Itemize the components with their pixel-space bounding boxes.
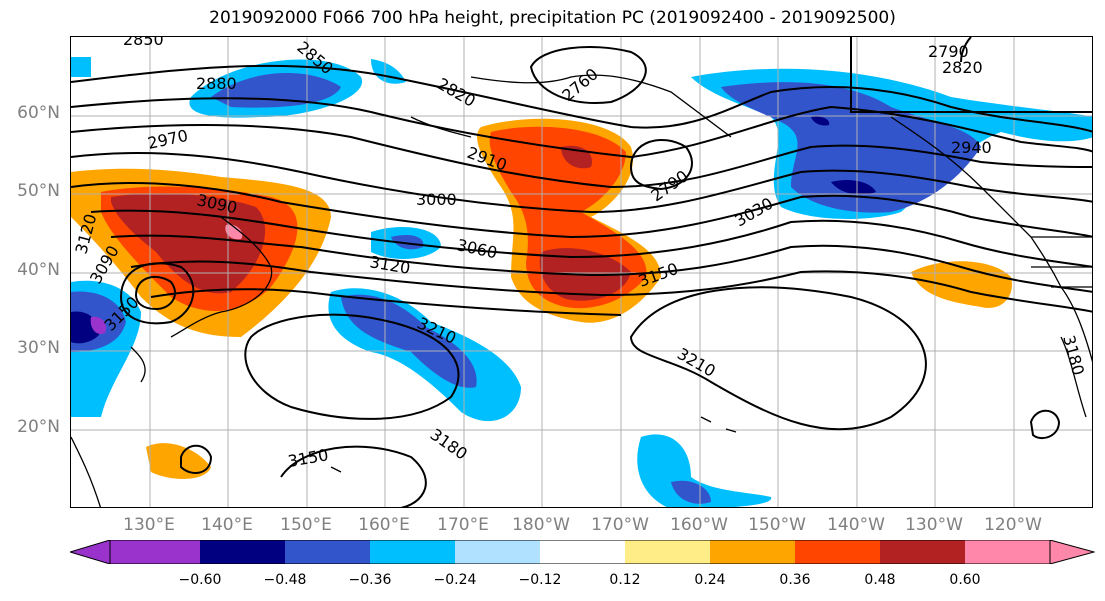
lon-label: 130°E (123, 515, 175, 535)
contour-label: 2790 (928, 42, 969, 61)
colorbar-tick-label: 0.36 (779, 572, 811, 588)
contour-label: 2940 (951, 138, 992, 157)
colorbar-segment (455, 540, 540, 564)
colorbar-segment (965, 540, 1050, 564)
lon-label: 160°W (670, 515, 728, 535)
contour-label: 2880 (196, 74, 237, 93)
colorbar-tick-label: −0.12 (518, 572, 562, 588)
colorbar-tick-label: −0.24 (433, 572, 477, 588)
contour-label: 2820 (942, 58, 983, 77)
colorbar-segment (200, 540, 285, 564)
colorbar-segment (110, 540, 200, 564)
contour-label: 2850 (123, 37, 164, 49)
colorbar-segment (795, 540, 880, 564)
lat-label: 20°N (17, 417, 60, 437)
map-title: 2019092000 F066 700 hPa height, precipit… (209, 8, 896, 28)
colorbar-tick-label: 0.48 (864, 572, 896, 588)
lat-label: 30°N (17, 338, 60, 358)
colorbar-tick-label: 0.12 (609, 572, 641, 588)
colorbar-segment (285, 540, 370, 564)
colorbar-tick-label: −0.60 (178, 572, 222, 588)
lon-label: 150°W (748, 515, 806, 535)
contour-label: 3210 (674, 344, 719, 381)
contour-label: 3030 (732, 194, 777, 231)
colorbar-segment (370, 540, 455, 564)
lon-label: 140°E (201, 515, 253, 535)
contour-label: 3000 (416, 190, 457, 209)
contour-label: 2820 (434, 74, 479, 111)
lon-label: 170°E (437, 515, 489, 535)
lat-label: 60°N (17, 103, 60, 123)
colorbar (70, 540, 1095, 564)
lon-label: 130°W (905, 515, 963, 535)
lon-label: 170°W (591, 515, 649, 535)
colorbar-tick-label: −0.36 (348, 572, 392, 588)
colorbar-segment (540, 540, 625, 564)
map-canvas: 2850 2880 2970 3090 3120 3090 3150 2850 … (71, 37, 1092, 507)
lat-label: 50°N (17, 181, 60, 201)
colorbar-tick-label: 0.60 (949, 572, 981, 588)
lon-label: 160°E (358, 515, 410, 535)
lon-label: 140°W (827, 515, 885, 535)
lon-label: 120°W (984, 515, 1042, 535)
lon-label: 180°W (512, 515, 570, 535)
colorbar-tick-label: 0.24 (694, 572, 726, 588)
contour-label: 3150 (286, 445, 329, 471)
colorbar-segment (625, 540, 710, 564)
contour-label: 2970 (146, 126, 190, 153)
height-contours (71, 37, 1092, 507)
lat-label: 40°N (17, 260, 60, 280)
coastlines (71, 74, 1092, 507)
contour-label: 2790 (647, 166, 691, 205)
lon-label: 150°E (280, 515, 332, 535)
colorbar-tick-label: −0.48 (263, 572, 307, 588)
colorbar-segment (710, 540, 795, 564)
colorbar-extend-low (70, 540, 111, 564)
contour-label: 2760 (558, 64, 601, 105)
contour-label: 3180 (1059, 333, 1088, 377)
colorbar-extend-high (1049, 540, 1095, 564)
colorbar-segment (880, 540, 965, 564)
contour-label: 3060 (455, 235, 499, 262)
map-panel: 2850 2880 2970 3090 3120 3090 3150 2850 … (70, 36, 1093, 508)
